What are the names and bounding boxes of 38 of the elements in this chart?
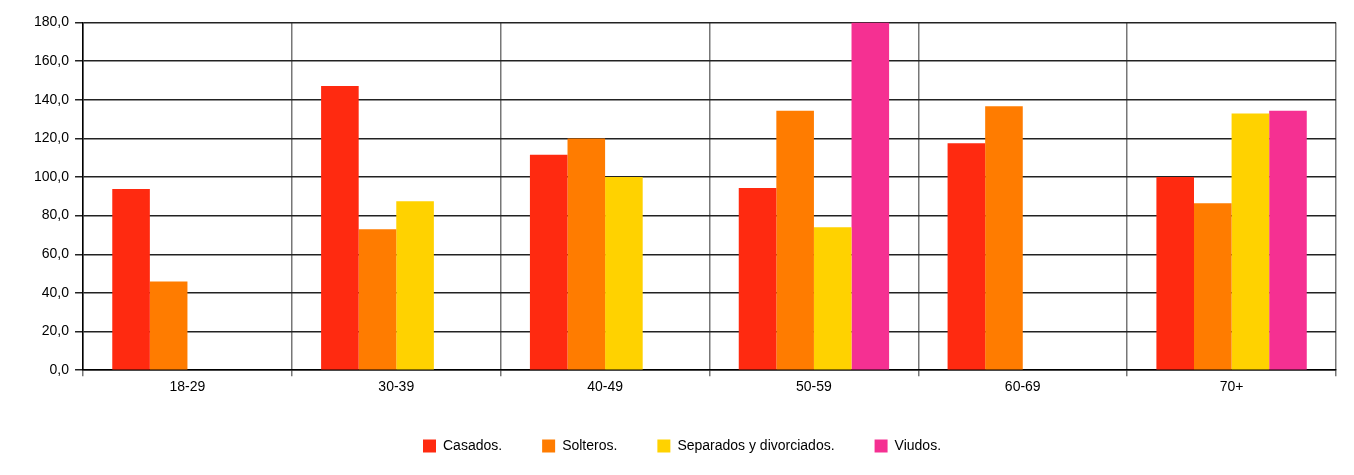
- x-tick-label: 40-49: [587, 378, 624, 395]
- y-tick-label: 40,0: [41, 283, 70, 300]
- y-tick-label: 120,0: [33, 129, 70, 146]
- bar: [738, 187, 777, 370]
- y-tick-label: 160,0: [33, 51, 70, 68]
- legend-label: Solteros.: [562, 436, 618, 453]
- x-tick-label: 30-39: [378, 378, 415, 395]
- bar: [396, 201, 434, 370]
- bar: [813, 227, 852, 370]
- bar: [529, 154, 568, 370]
- bar: [851, 22, 890, 370]
- bar: [567, 138, 606, 370]
- bar: [1156, 176, 1194, 370]
- bar: [776, 110, 814, 370]
- x-tick-label: 70+: [1219, 378, 1244, 395]
- bar: [321, 85, 359, 370]
- bar: [947, 143, 986, 370]
- bar: [1194, 203, 1232, 370]
- y-tick-label: 0,0: [49, 361, 70, 378]
- bar: [605, 176, 643, 370]
- bar: [1269, 110, 1307, 370]
- legend-label: Casados.: [442, 436, 503, 453]
- bar: [358, 229, 397, 370]
- x-tick-label: 60-69: [1004, 378, 1041, 395]
- y-tick-label: 60,0: [41, 245, 70, 262]
- bar: [149, 281, 188, 370]
- y-tick-label: 100,0: [33, 167, 70, 184]
- y-tick-label: 80,0: [41, 206, 70, 223]
- bar: [112, 188, 150, 370]
- bar: [1231, 113, 1270, 370]
- y-tick-label: 20,0: [41, 322, 70, 339]
- x-tick-label: 50-59: [796, 378, 833, 395]
- y-tick-label: 180,0: [33, 13, 70, 30]
- x-tick-label: 18-29: [169, 378, 206, 395]
- legend-label: Viudos.: [894, 436, 942, 453]
- legend-label: Separados y divorciados.: [677, 436, 835, 453]
- y-tick-label: 140,0: [33, 90, 70, 107]
- bar: [985, 106, 1023, 370]
